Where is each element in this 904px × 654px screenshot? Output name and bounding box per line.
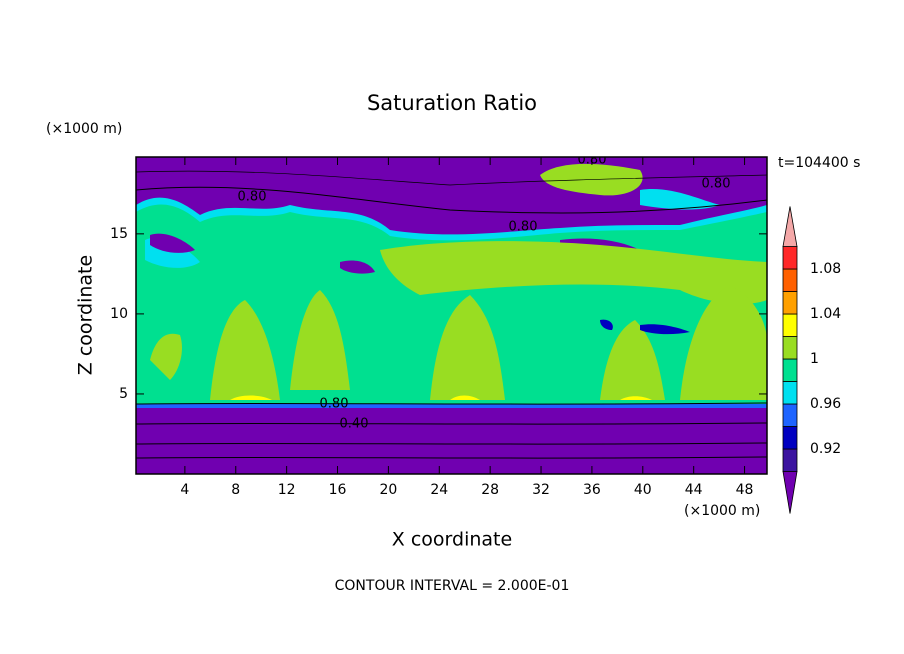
region	[600, 320, 665, 400]
region	[150, 333, 182, 380]
colorbar-box	[782, 426, 798, 450]
colorbar-box	[782, 403, 798, 427]
region	[680, 285, 767, 400]
time-label: t=104400 s	[778, 155, 860, 171]
x-tick-label: 16	[329, 482, 347, 498]
colorbar-label: 0.92	[810, 441, 841, 457]
y-tick-label: 5	[119, 386, 128, 402]
x-tick-label: 36	[583, 482, 601, 498]
x-tick-label: 20	[379, 482, 397, 498]
colorbar-box	[782, 268, 798, 292]
x-tick-label: 4	[180, 482, 189, 498]
colorbar-box	[782, 381, 798, 405]
region	[136, 408, 767, 474]
region	[150, 233, 195, 253]
colorbar-box	[782, 291, 798, 315]
colorbar-box	[782, 246, 798, 270]
y-tick-label: 15	[110, 226, 128, 242]
region	[290, 290, 350, 390]
region	[620, 396, 652, 400]
colorbar-label: 1	[810, 351, 819, 367]
region	[450, 395, 480, 400]
x-axis-label: X coordinate	[392, 529, 512, 551]
x-tick-label: 28	[481, 482, 499, 498]
x-tick-label: 12	[278, 482, 296, 498]
colorbar-label: 0.96	[810, 396, 841, 412]
colorbar-box	[782, 313, 798, 337]
y-unit: (×1000 m)	[46, 121, 122, 137]
contour-label: 0.80	[320, 397, 349, 412]
region	[136, 404, 767, 408]
contour-label: 0.80	[702, 177, 731, 192]
x-tick-label: 48	[736, 482, 754, 498]
colorbar-box	[782, 358, 798, 382]
contour-label: 0.80	[509, 220, 538, 235]
contour-line	[136, 422, 767, 425]
x-tick-label: 32	[532, 482, 550, 498]
contour-label: 0.80	[238, 190, 267, 205]
contour-label: 0.40	[340, 417, 369, 432]
x-unit: (×1000 m)	[684, 503, 760, 519]
contour-line	[136, 402, 767, 405]
x-tick-label: 44	[685, 482, 703, 498]
field: 0.800.800.800.800.800.40	[136, 157, 767, 474]
region	[640, 188, 720, 210]
y-axis-label: Z coordinate	[75, 255, 97, 375]
colorbar-box	[782, 336, 798, 360]
region	[430, 295, 505, 400]
region	[230, 395, 272, 400]
region	[210, 300, 280, 400]
colorbar-over	[782, 206, 798, 247]
chart-title: Saturation Ratio	[367, 91, 537, 115]
contour-line	[136, 186, 767, 214]
contour-line	[136, 456, 767, 459]
colorbar-label: 1.08	[810, 261, 841, 277]
x-tick-label: 8	[231, 482, 240, 498]
colorbar-under	[782, 471, 798, 514]
plot-frame	[135, 156, 768, 475]
contour-line	[136, 170, 767, 186]
region	[640, 324, 690, 335]
y-tick-label: 10	[110, 306, 128, 322]
colorbar-label: 1.04	[810, 306, 841, 322]
contour-line	[136, 442, 767, 445]
x-tick-label: 40	[634, 482, 652, 498]
region	[380, 241, 767, 305]
region	[340, 260, 375, 274]
colorbar-box	[782, 448, 798, 472]
x-tick-label: 24	[430, 482, 448, 498]
field-regions: 0.800.800.800.800.800.40	[136, 157, 767, 474]
footer: CONTOUR INTERVAL = 2.000E-01	[335, 578, 570, 594]
region	[600, 319, 613, 330]
